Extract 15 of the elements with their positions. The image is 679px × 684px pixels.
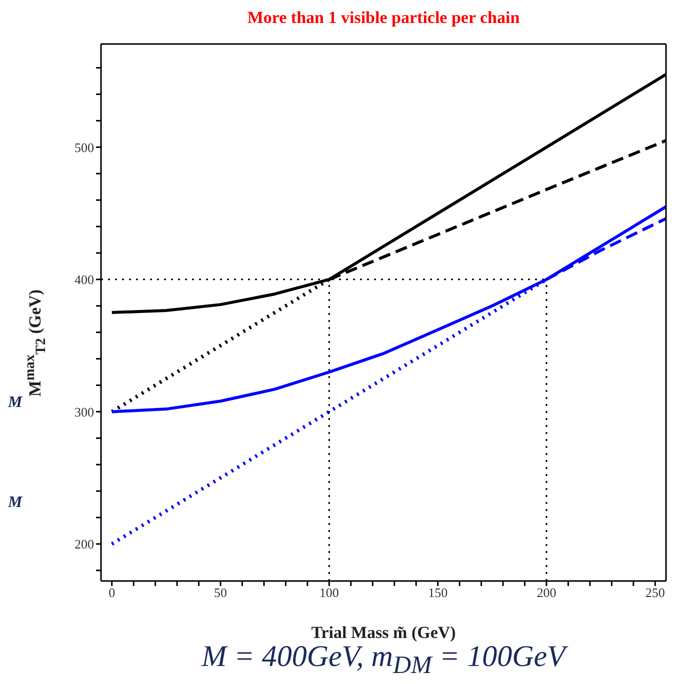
y-tick-label: 200 bbox=[74, 536, 94, 552]
x-tick-label: 100 bbox=[319, 585, 339, 600]
text: M bbox=[8, 494, 22, 512]
x-tick-label: 250 bbox=[645, 585, 665, 600]
chart-title: More than 1 visible particle per chain bbox=[246, 8, 521, 28]
text: M bbox=[8, 394, 22, 412]
y-tick-label: 400 bbox=[74, 272, 94, 288]
y-tick-label: 500 bbox=[74, 140, 94, 155]
x-tick-label: 50 bbox=[214, 585, 228, 600]
x-axis-title: Trial Mass m̃ (GeV) bbox=[310, 623, 457, 643]
text: M = 400GeV, m$_{DM}$ = 100GeV bbox=[200, 640, 570, 680]
y-tick-label: 300 bbox=[74, 404, 94, 420]
x-tick-label: 200 bbox=[536, 585, 556, 600]
x-tick-label: 0 bbox=[108, 585, 116, 600]
x-tick-label: 150 bbox=[428, 585, 448, 600]
